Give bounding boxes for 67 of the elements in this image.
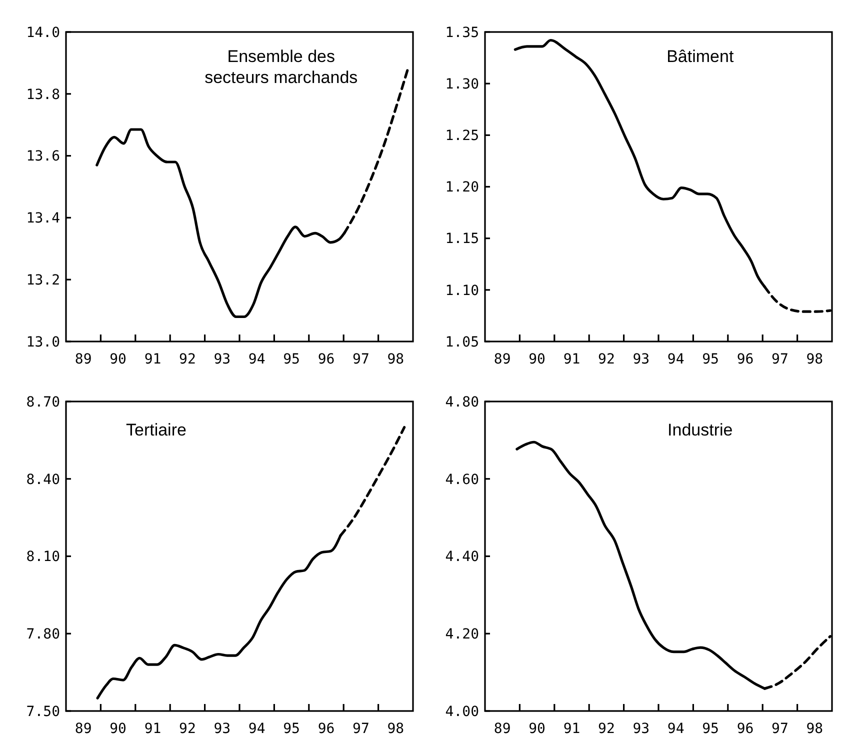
- y-tick-label: 8.40: [26, 472, 60, 488]
- y-tick-label: 13.6: [26, 148, 60, 165]
- y-tick-label: 1.05: [445, 334, 479, 350]
- text: Tertiaire: [126, 420, 186, 440]
- x-tick-label: 90: [110, 352, 126, 368]
- x-tick-label: 97: [352, 721, 370, 737]
- y-tick-label: 4.60: [445, 472, 479, 488]
- x-tick-label: 93: [632, 721, 650, 737]
- x-tick-label: 90: [528, 352, 546, 368]
- y-tick-label: 13.0: [26, 334, 60, 350]
- y-tick-label: 14.0: [26, 24, 60, 41]
- x-tick-label: 94: [667, 352, 684, 368]
- text: Industrie: [668, 420, 733, 440]
- y-tick-label: 1.35: [445, 24, 479, 41]
- y-tick-label: 4.20: [445, 626, 479, 643]
- x-tick-label: 93: [214, 352, 231, 368]
- x-tick-label: 95: [702, 721, 719, 737]
- x-tick-label: 93: [214, 721, 231, 737]
- text: Bâtiment: [666, 47, 734, 66]
- y-tick-label: 13.4: [26, 210, 60, 227]
- x-tick-label: 96: [736, 721, 754, 737]
- y-tick-label: 7.80: [26, 626, 60, 643]
- text: Ensemble des secteurs marchands: [204, 47, 358, 87]
- x-tick-label: 94: [248, 352, 266, 368]
- y-tick-label: 13.2: [26, 272, 60, 288]
- x-tick-label: 96: [318, 721, 335, 737]
- x-tick-label: 94: [667, 721, 684, 737]
- x-tick-label: 89: [494, 721, 511, 737]
- y-tick-label: 1.10: [445, 282, 479, 299]
- x-tick-label: 98: [806, 721, 824, 737]
- y-tick-label: 4.00: [445, 704, 479, 720]
- y-tick-label: 1.15: [445, 231, 479, 248]
- y-tick-label: 8.70: [26, 394, 60, 410]
- x-tick-label: 92: [179, 352, 196, 368]
- y-tick-label: 13.8: [26, 86, 60, 103]
- x-tick-label: 91: [563, 721, 580, 737]
- y-tick-label: 1.20: [445, 180, 479, 196]
- x-tick-label: 90: [110, 721, 126, 737]
- x-tick-label: 89: [494, 352, 511, 368]
- x-tick-label: 92: [179, 721, 196, 737]
- x-tick-label: 98: [806, 352, 824, 368]
- x-tick-label: 97: [352, 352, 370, 368]
- x-tick-label: 96: [318, 352, 335, 368]
- y-tick-label: 7.50: [26, 704, 60, 720]
- x-tick-label: 95: [702, 352, 719, 368]
- y-tick-label: 4.80: [445, 394, 479, 410]
- x-tick-label: 89: [74, 352, 92, 368]
- x-tick-label: 91: [144, 721, 162, 737]
- x-tick-label: 91: [144, 352, 162, 368]
- x-tick-label: 98: [387, 352, 404, 368]
- y-tick-label: 1.30: [445, 76, 479, 92]
- x-tick-label: 95: [283, 721, 300, 737]
- x-tick-label: 95: [283, 352, 300, 368]
- x-tick-label: 92: [598, 721, 615, 737]
- y-tick-label: 1.25: [445, 128, 479, 144]
- x-tick-label: 92: [598, 352, 615, 368]
- x-tick-label: 91: [563, 352, 580, 368]
- x-tick-label: 89: [74, 721, 92, 737]
- y-tick-label: 8.10: [26, 549, 60, 566]
- y-tick-label: 4.40: [445, 549, 479, 566]
- x-tick-label: 90: [528, 721, 546, 737]
- x-tick-label: 94: [248, 721, 266, 737]
- x-tick-label: 93: [632, 352, 650, 368]
- x-tick-label: 96: [736, 352, 754, 368]
- x-tick-label: 97: [772, 721, 788, 737]
- x-tick-label: 98: [387, 721, 404, 737]
- x-tick-label: 97: [772, 352, 788, 368]
